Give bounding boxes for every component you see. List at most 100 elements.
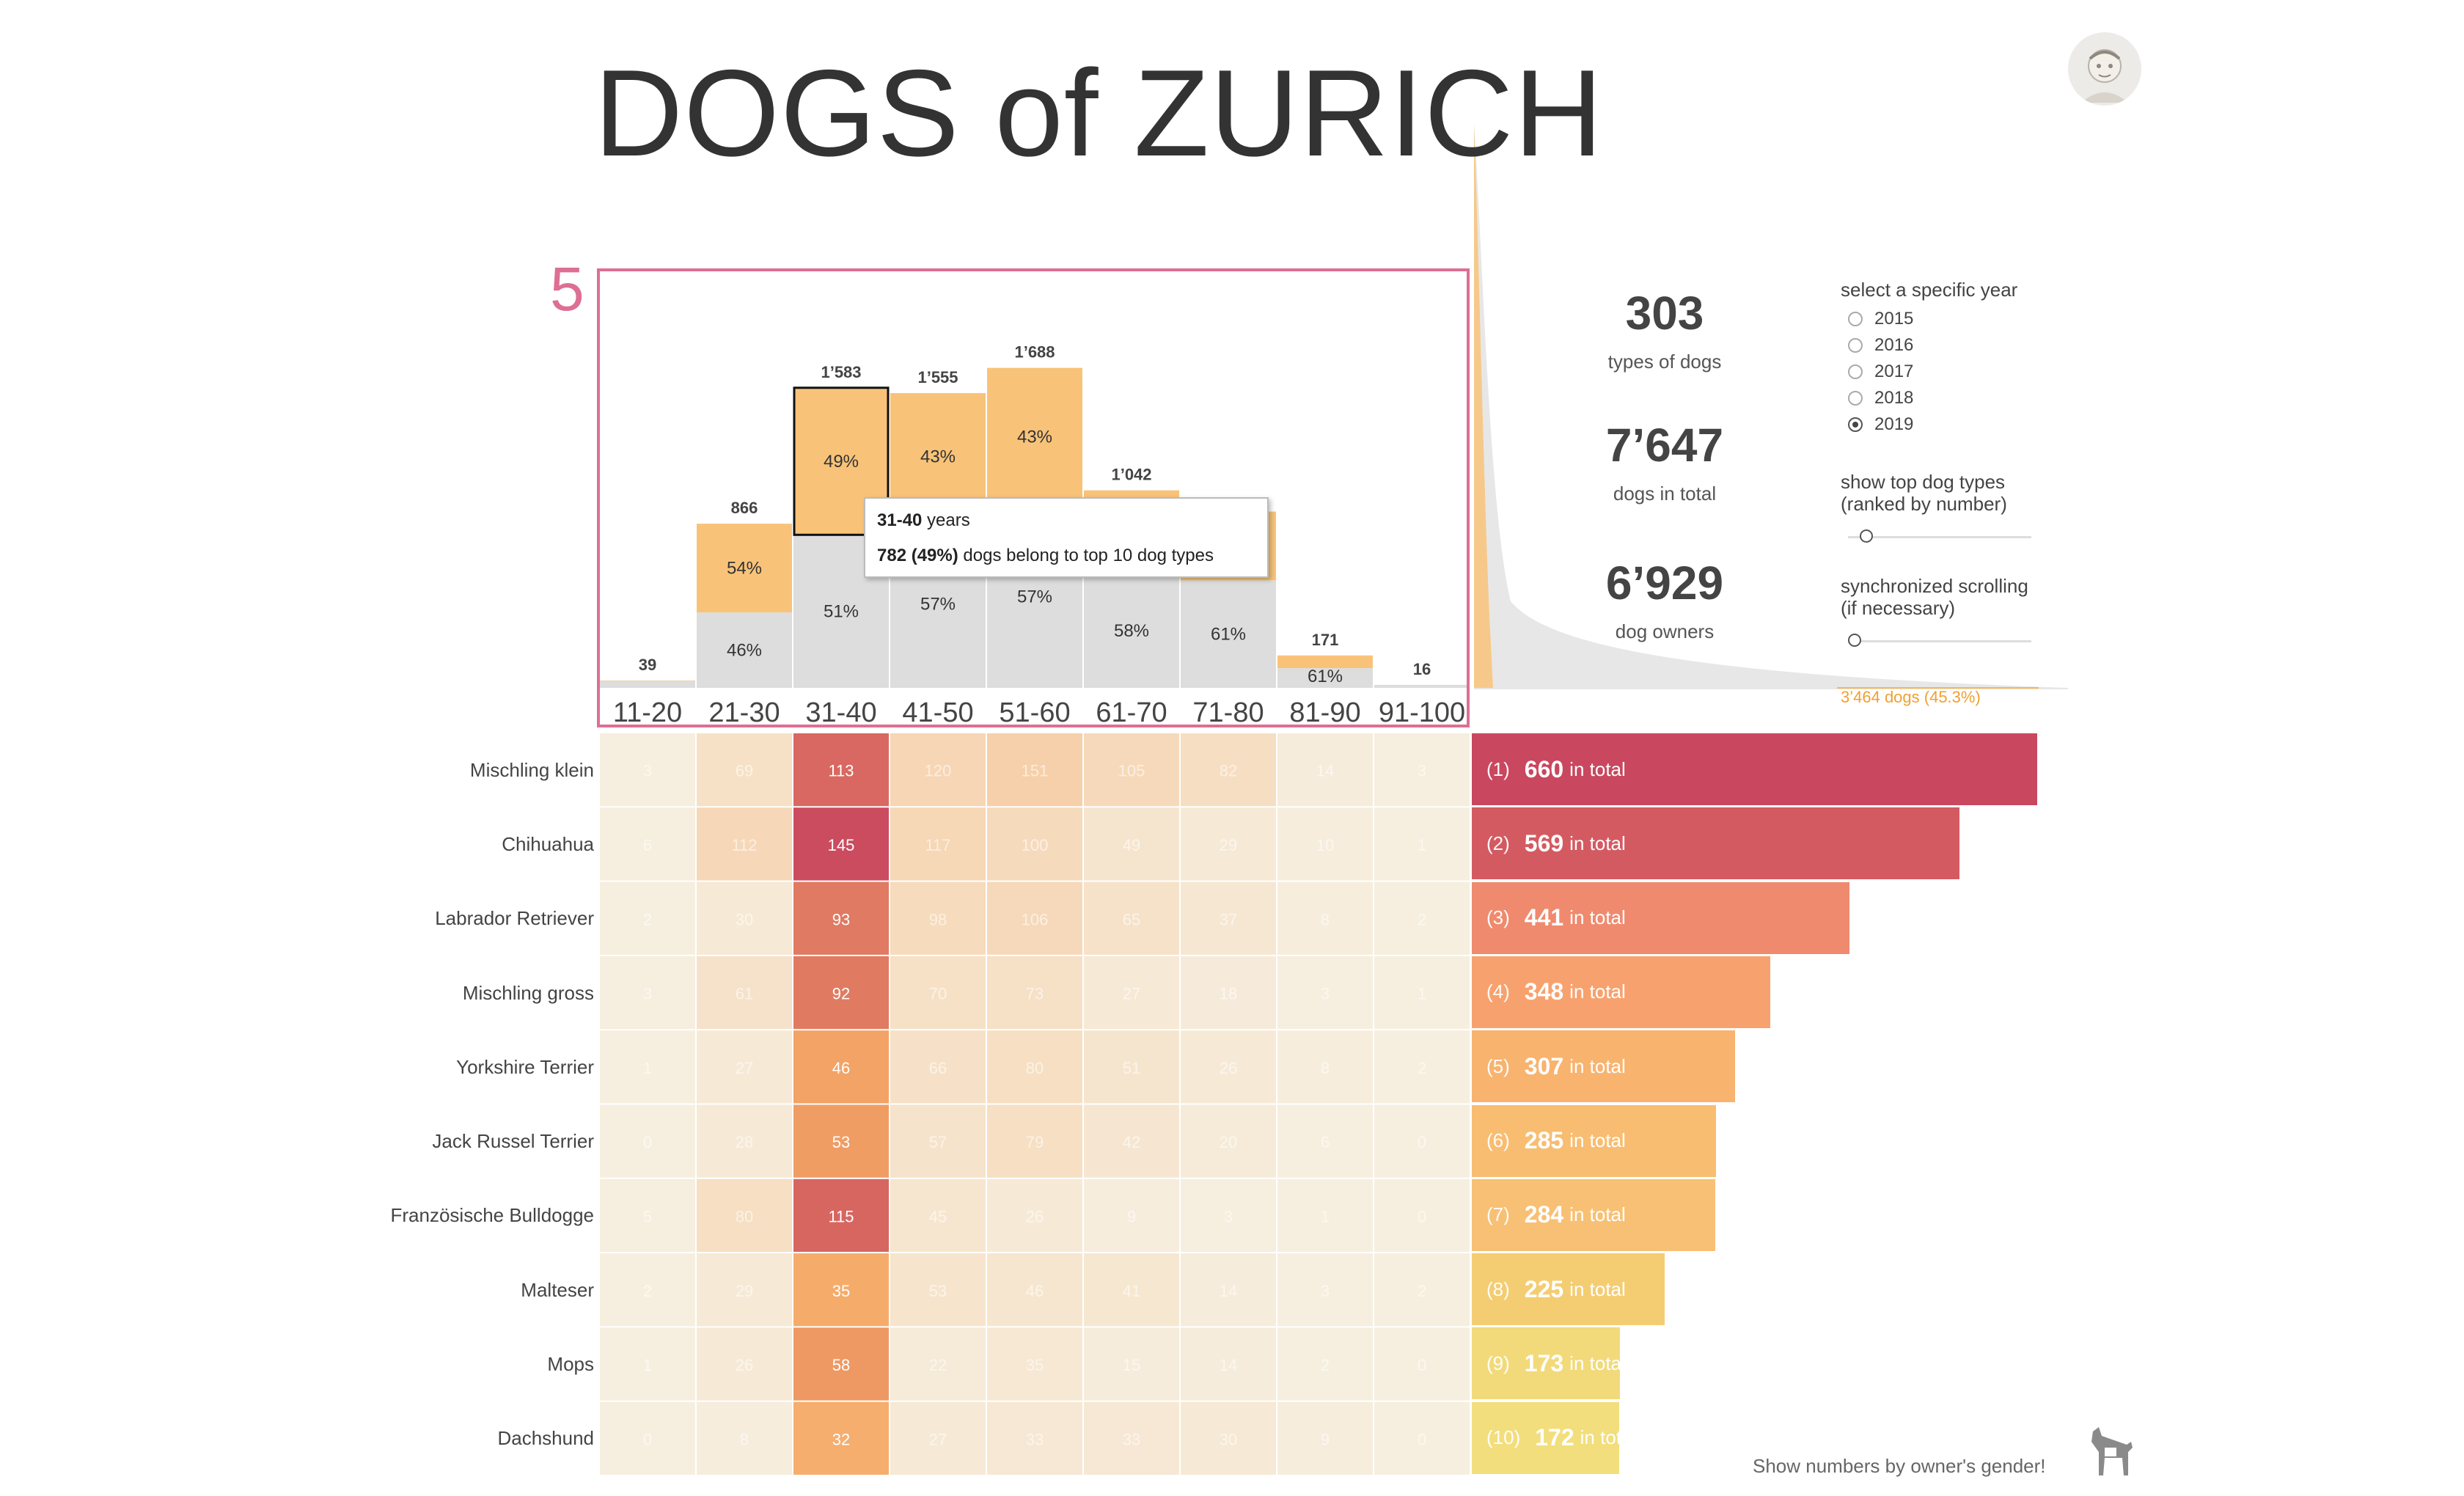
bar-total-label: 866	[731, 499, 758, 517]
bar-top10-share-label: 49%	[824, 452, 859, 472]
heat-cell	[793, 1327, 889, 1401]
slider-thumb[interactable]	[1848, 634, 1861, 647]
heat-cell-value: 26	[736, 1356, 753, 1374]
row-label: Mops	[547, 1353, 594, 1376]
bar-total-label: 16	[1413, 660, 1431, 678]
heat-cell-value: 26	[1220, 1059, 1237, 1077]
heat-cell-value: 3	[1321, 985, 1330, 1003]
row-label: Dachshund	[497, 1427, 594, 1450]
heat-cell-value: 2	[1418, 910, 1426, 928]
heat-cell	[1277, 1104, 1373, 1178]
total-bar-suffix: in total	[1569, 1352, 1621, 1374]
total-bar: (10) 172 in total	[1472, 1401, 1619, 1474]
heat-cell	[793, 1030, 889, 1104]
year-option-2018[interactable]: 2018	[1848, 387, 1913, 409]
row-label: Jack Russel Terrier	[432, 1130, 594, 1153]
heat-cell	[600, 1030, 695, 1104]
heat-cell	[1181, 1030, 1276, 1104]
radio-button[interactable]	[1848, 364, 1863, 379]
heat-cell-value: 106	[1022, 910, 1049, 928]
heat-cell-value: 80	[1026, 1059, 1044, 1077]
radio-button[interactable]	[1848, 312, 1863, 326]
heat-cell-value: 14	[1316, 762, 1334, 780]
heat-cell	[890, 1327, 986, 1401]
total-bar-rank: (2)	[1486, 832, 1510, 854]
avatar[interactable]	[2068, 32, 2141, 106]
heat-cell-value: 29	[736, 1282, 753, 1300]
heat-cell	[697, 1030, 792, 1104]
heat-cell	[890, 956, 986, 1030]
heat-cell	[600, 1104, 695, 1178]
summary-top10-dogs: 3’464 dogs (45.3%)	[1841, 688, 1981, 706]
year-option-2016[interactable]: 2016	[1848, 334, 1913, 356]
heat-cell-value: 28	[736, 1133, 753, 1151]
heat-cell	[1374, 1253, 1470, 1327]
top-types-label: show top dog types (ranked by number)	[1841, 471, 2007, 515]
heat-cell	[1181, 1401, 1276, 1475]
radio-button[interactable]	[1848, 391, 1863, 406]
bar-other-share-label: 57%	[920, 594, 956, 614]
heat-cell-value: 0	[643, 1133, 652, 1151]
radio-button[interactable]	[1848, 338, 1863, 353]
heat-cell	[1084, 956, 1179, 1030]
heat-cell-value: 113	[828, 762, 854, 780]
heat-cell	[1277, 1253, 1373, 1327]
heat-cell-value: 2	[643, 910, 652, 928]
heat-cell-value: 117	[925, 836, 950, 854]
heat-cell	[1277, 1178, 1373, 1253]
heat-cell-value: 2	[1321, 1356, 1330, 1374]
heat-cell-value: 1	[643, 1059, 652, 1077]
heat-cell-value: 3	[1418, 762, 1426, 780]
heat-cell-value: 5	[643, 1207, 652, 1225]
bar-other-71-80	[1181, 580, 1276, 688]
row-label: Mischling klein	[469, 758, 594, 781]
bar-other-81-90	[1277, 668, 1373, 688]
heat-cell	[1374, 881, 1470, 955]
year-option-2019[interactable]: 2019	[1848, 414, 1913, 436]
heat-cell-value: 35	[832, 1282, 850, 1300]
heat-cell-value: 33	[1026, 1430, 1044, 1448]
heat-cell-value: 14	[1220, 1282, 1237, 1300]
total-bar-value: 172	[1535, 1424, 1574, 1451]
year-option-2017[interactable]: 2017	[1848, 361, 1913, 383]
sync-scroll-slider[interactable]	[1848, 634, 2031, 648]
top-types-slider[interactable]	[1848, 529, 2031, 544]
heat-cell-value: 112	[731, 836, 757, 854]
heat-cell	[793, 1253, 889, 1327]
gender-hint-link[interactable]: Show numbers by owner's gender!	[1753, 1455, 2046, 1477]
heat-cell-value: 1	[1418, 985, 1426, 1003]
heat-cell-value: 33	[1123, 1430, 1140, 1448]
bar-other-11-20	[600, 681, 695, 688]
heat-cell-value: 18	[1220, 985, 1237, 1003]
heat-cell	[793, 1401, 889, 1475]
heat-cell-value: 45	[929, 1207, 947, 1225]
tail-area-top10	[1474, 125, 1493, 688]
heat-cell-value: 0	[1418, 1430, 1426, 1448]
total-bar-rank: (5)	[1486, 1055, 1510, 1077]
dog-icon[interactable]	[2083, 1423, 2143, 1483]
slider-thumb[interactable]	[1860, 529, 1874, 543]
bar-other-share-label: 51%	[824, 602, 859, 622]
heat-cell-value: 8	[740, 1430, 749, 1448]
total-bar: (4) 348 in total	[1472, 956, 1770, 1028]
heat-cell-value: 41	[1123, 1282, 1140, 1300]
row-label: Chihuahua	[502, 832, 594, 855]
heat-cell	[697, 1104, 792, 1178]
bar-highlight	[793, 386, 890, 536]
year-option-2015[interactable]: 2015	[1848, 308, 1913, 330]
radio-button-selected[interactable]	[1848, 417, 1863, 432]
bar-total-label: 171	[1312, 631, 1339, 649]
heat-cell	[1374, 733, 1470, 807]
heat-cell	[697, 1253, 792, 1327]
heat-cell-value: 66	[929, 1059, 947, 1077]
x-tick-label: 51-60	[999, 697, 1070, 728]
heat-cell-value: 1	[1321, 1207, 1330, 1225]
total-bar: (2) 569 in total	[1472, 807, 1959, 880]
heat-cell	[1181, 1104, 1276, 1178]
heat-cell	[890, 1178, 986, 1253]
bar-total-label: 1’688	[1014, 343, 1055, 362]
heat-cell-value: 20	[1220, 1133, 1237, 1151]
heat-cell	[987, 1253, 1082, 1327]
heat-cell	[1084, 1253, 1179, 1327]
heat-cell	[793, 956, 889, 1030]
